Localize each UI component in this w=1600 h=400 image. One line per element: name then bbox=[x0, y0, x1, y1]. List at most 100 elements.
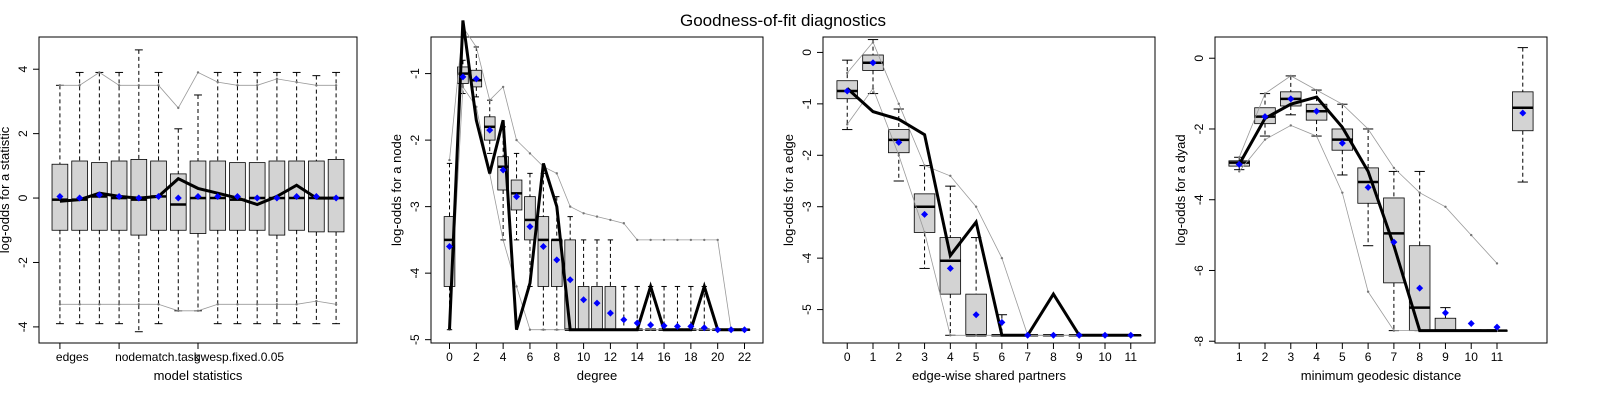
lower-range-point bbox=[335, 303, 337, 305]
box-8 bbox=[190, 95, 206, 311]
box-9 bbox=[565, 217, 576, 330]
y-tick-label: 4 bbox=[16, 66, 30, 73]
lower-range-point bbox=[846, 123, 848, 125]
upper-range-point bbox=[295, 81, 297, 83]
lower-range-point bbox=[315, 300, 317, 302]
upper-range-point bbox=[1001, 257, 1003, 259]
x-tick-label: 2 bbox=[1262, 350, 1269, 364]
upper-range-point bbox=[515, 139, 517, 141]
x-tick-label: 2 bbox=[895, 350, 902, 364]
upper-range-point bbox=[315, 84, 317, 86]
x-tick-label: 3 bbox=[921, 350, 928, 364]
upper-range-point bbox=[256, 84, 258, 86]
y-axis-label: log-odds for a node bbox=[389, 134, 404, 246]
upper-range-point bbox=[703, 239, 705, 241]
observed-line bbox=[847, 88, 1131, 335]
upper-range-point bbox=[78, 84, 80, 86]
lower-range-point bbox=[217, 303, 219, 305]
y-tick-label: 0 bbox=[800, 49, 814, 56]
upper-range-point bbox=[623, 222, 625, 224]
y-tick-label: -4 bbox=[800, 252, 814, 263]
upper-range-point bbox=[475, 46, 477, 48]
mean-marker bbox=[728, 326, 735, 333]
x-tick-label: 4 bbox=[1313, 350, 1320, 364]
lower-range-point bbox=[197, 310, 199, 312]
box-iqr bbox=[525, 197, 536, 240]
x-tick-label: 14 bbox=[631, 350, 645, 364]
x-tick-label: 10 bbox=[1098, 350, 1112, 364]
panel-2: -5-4-3-2-1log-odds for a node02468101214… bbox=[389, 20, 763, 383]
upper-range-point bbox=[1367, 128, 1369, 130]
upper-range-point bbox=[949, 175, 951, 177]
lower-range-point bbox=[78, 303, 80, 305]
upper-range-point bbox=[448, 159, 450, 161]
lower-range-point bbox=[295, 303, 297, 305]
mean-marker bbox=[1127, 332, 1134, 339]
y-tick-label: 0 bbox=[16, 194, 30, 201]
lower-range-line bbox=[847, 88, 1131, 335]
x-tick-label: 10 bbox=[577, 350, 591, 364]
lower-range-point bbox=[98, 303, 100, 305]
x-tick-label: 10 bbox=[1465, 350, 1479, 364]
lower-range-point bbox=[462, 86, 464, 88]
lower-range-point bbox=[898, 154, 900, 156]
upper-range-point bbox=[1444, 206, 1446, 208]
upper-range-point bbox=[98, 71, 100, 73]
x-tick-label: 4 bbox=[947, 350, 954, 364]
upper-range-point bbox=[556, 172, 558, 174]
upper-range-point bbox=[335, 84, 337, 86]
y-tick-label: -4 bbox=[1192, 194, 1206, 205]
upper-range-point bbox=[236, 84, 238, 86]
x-tick-label: 1 bbox=[870, 350, 877, 364]
upper-range-point bbox=[217, 81, 219, 83]
lower-range-point bbox=[975, 334, 977, 336]
lower-range-point bbox=[649, 328, 651, 330]
upper-range-point bbox=[690, 239, 692, 241]
y-tick-label: -5 bbox=[800, 304, 814, 315]
x-tick-label: 20 bbox=[711, 350, 725, 364]
x-tick-label: 9 bbox=[1442, 350, 1449, 364]
mean-marker bbox=[741, 326, 748, 333]
lower-range-point bbox=[515, 285, 517, 287]
x-tick-label: 5 bbox=[973, 350, 980, 364]
x-tick-label: 18 bbox=[684, 350, 698, 364]
y-tick-label: -2 bbox=[1192, 123, 1206, 134]
upper-range-point bbox=[138, 84, 140, 86]
upper-range-point bbox=[636, 239, 638, 241]
x-tick-label: 0 bbox=[446, 350, 453, 364]
x-tick-label: 11 bbox=[1491, 350, 1504, 364]
lower-range-point bbox=[1290, 124, 1292, 126]
lower-range-point bbox=[556, 328, 558, 330]
panel-4: -8-6-4-20log-odds for a dyad123456789101… bbox=[1173, 37, 1547, 383]
box-iqr bbox=[538, 217, 549, 287]
box-10 bbox=[578, 240, 589, 330]
upper-range-point bbox=[157, 84, 159, 86]
lower-range-point bbox=[1367, 291, 1369, 293]
lower-range-point bbox=[923, 231, 925, 233]
lower-range-point bbox=[236, 303, 238, 305]
x-tick-label: 9 bbox=[1076, 350, 1083, 364]
x-tick-label: 7 bbox=[1391, 350, 1398, 364]
upper-range-point bbox=[177, 107, 179, 109]
lower-range-point bbox=[118, 303, 120, 305]
upper-range-point bbox=[502, 86, 504, 88]
mean-marker bbox=[620, 316, 627, 323]
y-tick-label: 2 bbox=[16, 130, 30, 137]
box-11 bbox=[592, 240, 603, 330]
upper-range-point bbox=[663, 239, 665, 241]
upper-range-point bbox=[923, 164, 925, 166]
y-tick-label: -4 bbox=[16, 321, 30, 332]
upper-range-point bbox=[1264, 92, 1266, 94]
y-tick-label: -1 bbox=[800, 98, 814, 109]
y-tick-label: -3 bbox=[800, 201, 814, 212]
upper-range-point bbox=[1393, 167, 1395, 169]
upper-range-point bbox=[1418, 191, 1420, 193]
x-axis-label: model statistics bbox=[154, 368, 243, 383]
upper-range-point bbox=[609, 219, 611, 221]
lower-range-point bbox=[529, 328, 531, 330]
box-1 bbox=[52, 85, 68, 323]
upper-range-point bbox=[649, 239, 651, 241]
x-tick-label: 8 bbox=[1050, 350, 1057, 364]
x-tick-label: nodematch.task bbox=[115, 350, 201, 364]
